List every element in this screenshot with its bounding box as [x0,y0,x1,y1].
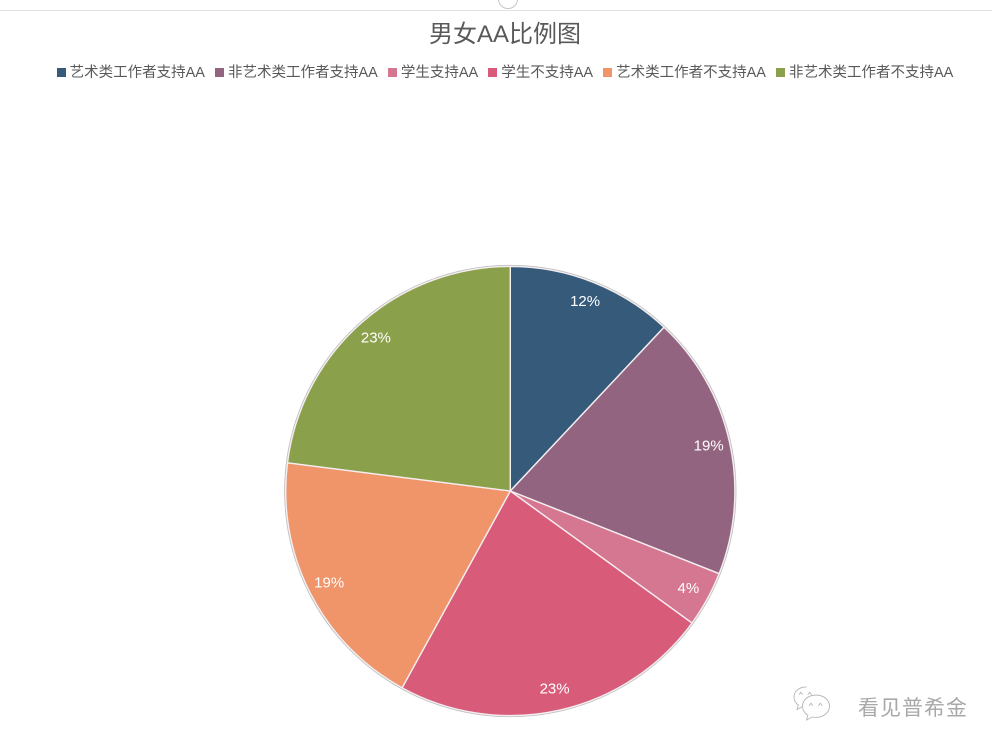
svg-text:23%: 23% [361,329,391,346]
svg-text:12%: 12% [570,293,600,310]
svg-text:23%: 23% [540,680,570,697]
svg-text:19%: 19% [314,574,344,591]
svg-text:看见普希金: 看见普希金 [858,697,968,720]
svg-text:19%: 19% [694,438,724,455]
svg-text:4%: 4% [678,580,700,597]
